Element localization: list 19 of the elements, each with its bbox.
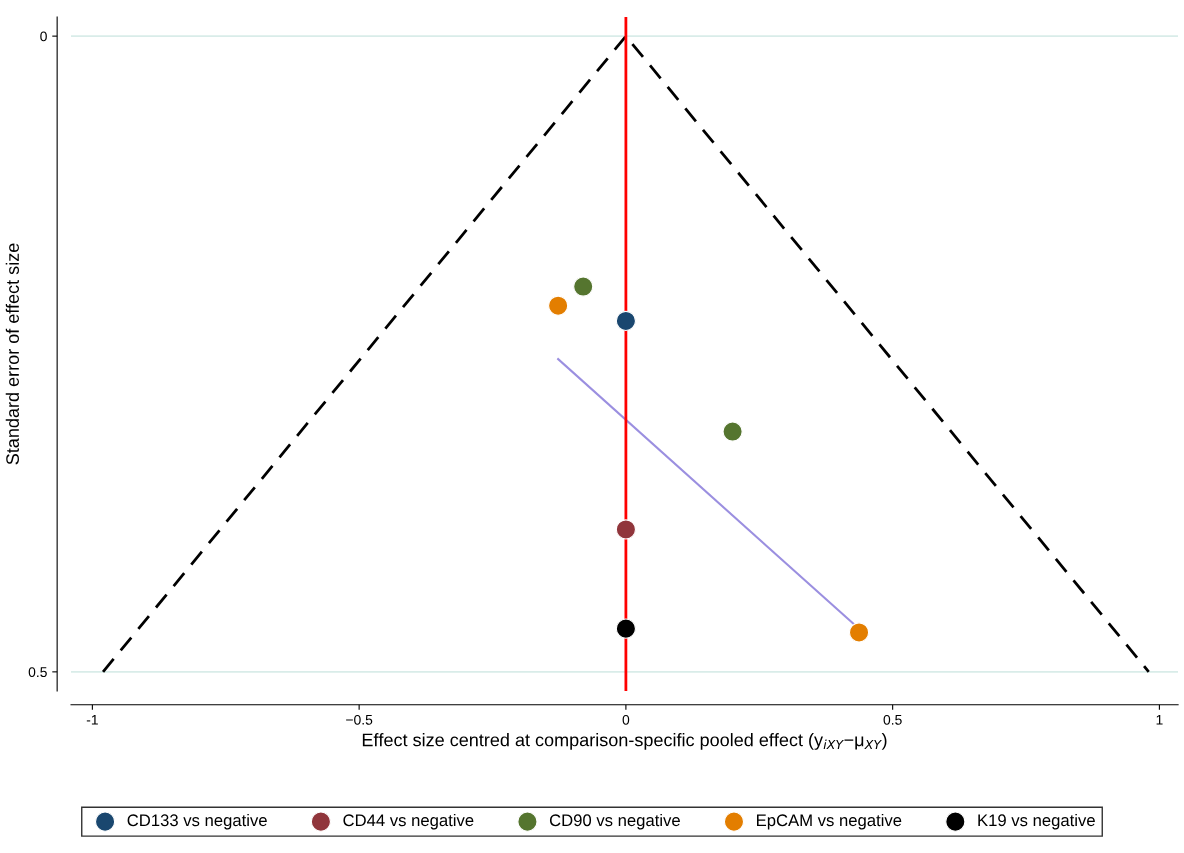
legend-label: CD133 vs negative	[127, 813, 267, 830]
x-tick-label: 0	[622, 714, 630, 725]
point	[573, 276, 594, 297]
y-axis-title: Standard error of effect size	[5, 243, 19, 465]
point	[615, 519, 637, 540]
point	[848, 622, 870, 643]
x-tick-label: −0.5	[346, 714, 373, 725]
x-axis-title: Effect size centred at comparison-specific pooled effect (y$_{iXY}$−μ$_{XY}$)	[362, 733, 887, 750]
point	[615, 618, 637, 639]
legend-label: CD44 vs negative	[343, 813, 474, 830]
point	[722, 421, 743, 442]
x-tick-label: 0.5	[883, 714, 902, 725]
x-tick-label: -1	[86, 715, 98, 725]
point	[548, 295, 569, 316]
legend-label: K19 vs negative	[978, 813, 1095, 830]
legend-label: CD90 vs negative	[549, 813, 680, 830]
x-tick-label: 1	[1156, 715, 1163, 725]
legend-label: EpCAM vs negative	[757, 813, 902, 830]
point	[615, 310, 637, 332]
